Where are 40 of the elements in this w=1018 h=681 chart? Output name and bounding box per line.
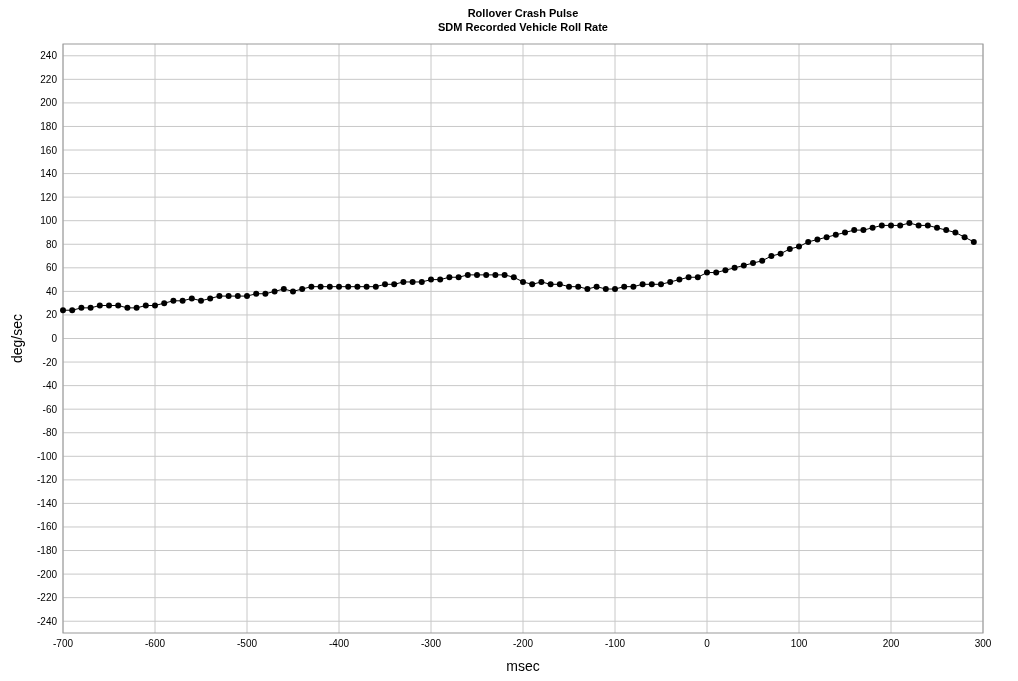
y-tick-label: -40 — [42, 380, 58, 392]
x-tick-label: -100 — [604, 638, 626, 649]
x-tick-label: 100 — [790, 638, 808, 649]
y-tick-label: -60 — [42, 403, 58, 415]
y-tick-label: -180 — [36, 545, 58, 557]
chart-subtitle: SDM Recorded Vehicle Roll Rate — [438, 21, 608, 33]
y-tick-label: 220 — [40, 73, 58, 85]
x-tick-label: -500 — [236, 638, 258, 649]
y-tick-label: -80 — [42, 427, 58, 439]
chart-title: Rollover Crash Pulse — [467, 7, 579, 19]
x-axis-title: msec — [506, 658, 540, 674]
y-tick-label: 200 — [40, 97, 58, 109]
y-axis-title: deg/sec — [9, 313, 25, 364]
x-tick-label: -400 — [328, 638, 350, 649]
y-tick-label: 120 — [40, 191, 58, 203]
x-tick-label: -700 — [52, 638, 74, 649]
x-tick-label: 300 — [974, 638, 992, 649]
x-tick-label: 0 — [704, 638, 711, 649]
y-tick-label: 60 — [45, 262, 58, 274]
y-tick-label: 80 — [45, 238, 58, 250]
y-tick-label: 0 — [51, 333, 58, 344]
x-tick-label: 200 — [882, 638, 900, 649]
y-tick-label: -200 — [36, 568, 58, 580]
x-tick-label: -600 — [144, 638, 166, 649]
y-tick-label: -20 — [42, 356, 58, 368]
y-tick-label: 180 — [40, 120, 58, 132]
y-tick-label: -160 — [36, 521, 58, 533]
y-tick-label: 160 — [40, 144, 58, 156]
y-tick-label: -120 — [36, 474, 58, 486]
x-tick-label: -300 — [420, 638, 442, 649]
y-tick-label: -240 — [36, 615, 58, 627]
y-tick-label: 20 — [45, 309, 58, 321]
y-tick-label: -100 — [36, 450, 58, 462]
y-tick-label: -220 — [36, 592, 58, 604]
y-tick-label: 140 — [40, 168, 58, 180]
y-tick-label: 240 — [40, 50, 58, 62]
x-tick-label: -200 — [512, 638, 534, 649]
y-tick-label: 40 — [45, 285, 58, 297]
y-tick-label: -140 — [36, 497, 58, 509]
y-tick-label: 100 — [40, 215, 58, 227]
